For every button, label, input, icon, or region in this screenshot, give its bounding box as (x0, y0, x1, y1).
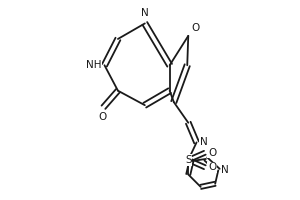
Text: O: O (98, 112, 106, 122)
Text: O: O (191, 23, 200, 33)
Text: O: O (208, 148, 216, 158)
Text: NH: NH (86, 60, 101, 70)
Text: N: N (221, 165, 229, 175)
Text: N: N (200, 137, 207, 147)
Text: N: N (141, 8, 149, 18)
Text: S: S (185, 155, 192, 165)
Text: O: O (208, 162, 216, 172)
